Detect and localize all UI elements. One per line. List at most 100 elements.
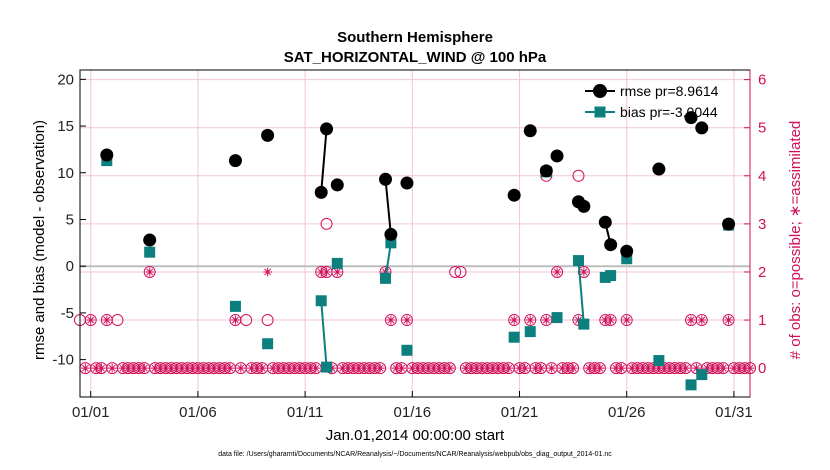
obs-possible-marker <box>524 314 537 327</box>
data-series <box>100 111 736 391</box>
rmse-point <box>523 124 537 138</box>
x-tick-label: 01/31 <box>715 404 753 421</box>
data-file-footnote: data file: /Users/gharamti/Documents/NCA… <box>218 451 612 458</box>
y2-tick-label: 4 <box>758 168 766 185</box>
y-axis-label: rmse and bias (model - observation) <box>31 120 48 360</box>
obs-assimilated-marker <box>595 363 605 373</box>
rmse-point <box>261 128 275 142</box>
rmse-point <box>314 185 328 199</box>
obs-assimilated-marker <box>80 363 90 373</box>
bias-point <box>578 318 590 330</box>
rmse-point <box>577 199 591 213</box>
rmse-point <box>684 111 698 125</box>
bias-point <box>524 326 536 338</box>
rmse-point <box>620 244 634 258</box>
rmse-line-segment <box>320 128 328 193</box>
obs-assimilated-marker <box>509 315 519 325</box>
x-tick-label: 01/01 <box>72 404 110 421</box>
obs-assimilated-marker <box>145 267 155 277</box>
obs-assimilated-marker <box>102 315 112 325</box>
rmse-point <box>722 217 736 231</box>
y2-tick-label: 1 <box>758 312 766 329</box>
obs-possible-marker <box>508 314 521 327</box>
obs-assimilated-marker <box>316 267 326 277</box>
obs-assimilated-marker <box>616 363 626 373</box>
obs-possible-marker <box>722 314 735 327</box>
obs-assimilated-marker <box>236 363 246 373</box>
bias-point <box>685 379 697 391</box>
rmse-point <box>320 122 334 136</box>
y-tick-label: 0 <box>66 258 74 275</box>
obs-assimilated-marker <box>107 363 117 373</box>
obs-assimilated-marker <box>525 315 535 325</box>
y2-tick-label: 5 <box>758 120 766 137</box>
rmse-point <box>507 188 521 202</box>
y-tick-label: 5 <box>66 211 74 228</box>
obs-possible-marker <box>454 265 467 278</box>
obs-assimilated-marker <box>332 267 342 277</box>
rmse-point <box>550 149 564 163</box>
obs-assimilated-marker <box>402 315 412 325</box>
obs-possible-marker <box>320 217 333 230</box>
x-tick-label: 01/21 <box>501 404 539 421</box>
bias-point <box>321 361 333 373</box>
y-tick-label: 10 <box>57 165 74 182</box>
rmse-point <box>539 164 553 178</box>
x-tick-label: 01/16 <box>394 404 432 421</box>
y2-tick-label: 3 <box>758 216 766 233</box>
chart-title: Southern Hemisphere <box>337 29 493 46</box>
y-tick-label: 15 <box>57 118 74 135</box>
bias-point <box>621 253 633 265</box>
bias-point <box>401 344 413 356</box>
obs-possible-marker <box>143 265 156 278</box>
obs-assimilated-marker <box>375 363 385 373</box>
obs-assimilated-marker <box>97 363 106 373</box>
rmse-point <box>598 215 612 229</box>
obs-possible-marker <box>695 314 708 327</box>
x-tick-label: 01/26 <box>608 404 646 421</box>
obs-possible-marker <box>449 265 462 278</box>
obs-possible-marker <box>240 314 253 327</box>
obs-possible-marker <box>572 169 585 182</box>
obs-assimilated-marker <box>86 315 96 325</box>
obs-assimilated-marker <box>622 315 632 325</box>
x-axis-label: Jan.01,2014 00:00:00 start <box>326 427 505 444</box>
legend-bias-marker <box>594 106 606 118</box>
obs-assimilated-marker <box>445 363 455 373</box>
bias-point <box>508 331 520 343</box>
y2-axis-label: # of obs: o=possible; ∗=assimilated <box>787 121 804 360</box>
obs-assimilated-marker <box>504 363 514 373</box>
bias-point <box>262 338 274 350</box>
obs-assimilated-marker <box>681 363 691 373</box>
y2-tick-label: 2 <box>758 264 766 281</box>
bias-line-segment <box>384 242 392 279</box>
bias-line-segment <box>577 260 585 325</box>
bias-point <box>696 369 708 381</box>
legend-bias-label: bias pr=-3.0044 <box>620 104 718 120</box>
legend-rmse-label: rmse pr=8.9614 <box>620 83 719 99</box>
gridlines <box>80 70 750 397</box>
rmse-point <box>604 238 618 252</box>
rmse-point <box>379 172 393 186</box>
obs-assimilated-marker <box>568 363 578 373</box>
bias-point <box>551 312 563 324</box>
bias-point <box>572 255 584 267</box>
x-axis-ticks: 01/01 01/06 01/11 01/16 01/21 01/26 01/31 <box>72 391 753 421</box>
obs-possible-marker <box>620 314 633 327</box>
bias-point <box>605 270 617 282</box>
obs-assimilated-marker <box>600 315 610 325</box>
y-tick-label: 20 <box>57 71 74 88</box>
obs-assimilated-marker <box>397 363 406 373</box>
obs-possible-marker <box>374 362 387 375</box>
obs-assimilated-marker <box>536 363 546 373</box>
bias-point <box>144 246 156 258</box>
bias-point <box>331 257 343 269</box>
obs-assimilated-marker <box>139 363 149 373</box>
obs-assimilated-marker <box>263 267 272 277</box>
obs-possible-marker <box>551 265 564 278</box>
y2-tick-label: 0 <box>758 360 766 377</box>
legend-rmse-marker <box>593 84 607 98</box>
rmse-point <box>384 227 398 241</box>
obs-assimilated-marker <box>579 267 589 277</box>
obs-possible-marker <box>384 314 397 327</box>
